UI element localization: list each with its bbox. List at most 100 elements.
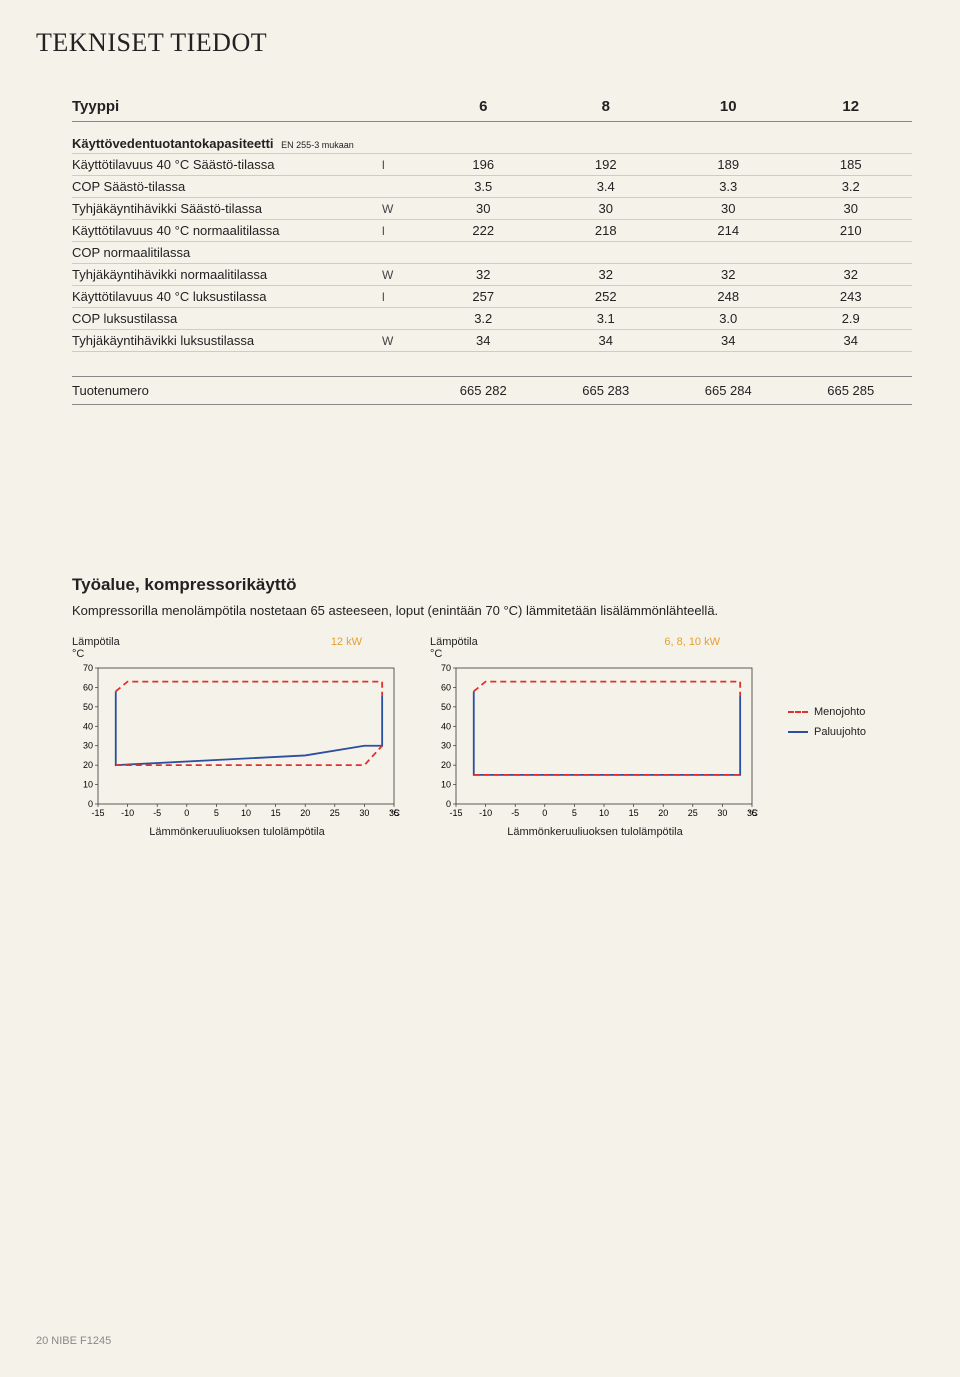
row-val: 218 — [545, 223, 668, 238]
row-label: COP Säästö-tilassa — [72, 179, 382, 194]
row-val: 243 — [790, 289, 913, 304]
section-note: EN 255-3 mukaan — [277, 140, 354, 150]
svg-text:15: 15 — [629, 808, 639, 818]
header-col: 8 — [545, 98, 668, 115]
row-val: 32 — [422, 267, 545, 282]
svg-text:25: 25 — [330, 808, 340, 818]
row-val: 3.0 — [667, 311, 790, 326]
chart-top-labels: Lämpötila°C 12 kW — [72, 636, 402, 662]
row-unit: l — [382, 290, 422, 304]
svg-text:60: 60 — [441, 682, 451, 692]
section-title: Käyttövedentuotantokapasiteetti — [72, 136, 274, 151]
row-val: 3.1 — [545, 311, 668, 326]
row-val: 252 — [545, 289, 668, 304]
table-row: COP luksustilassa3.23.13.02.9 — [72, 308, 912, 330]
legend-label: Paluujohto — [814, 726, 866, 738]
svg-text:5: 5 — [572, 808, 577, 818]
svg-text:0: 0 — [184, 808, 189, 818]
svg-text:20: 20 — [441, 760, 451, 770]
page-footer: 20 NIBE F1245 — [36, 1335, 111, 1347]
chart-svg: 010203040506070-15-10-505101520253035°C — [430, 662, 760, 822]
chart-svg: 010203040506070-15-10-505101520253035°C — [72, 662, 402, 822]
svg-text:-5: -5 — [511, 808, 519, 818]
table-row: Käyttötilavuus 40 °C normaalitilassal222… — [72, 220, 912, 242]
row-val: 30 — [422, 201, 545, 216]
svg-text:-15: -15 — [449, 808, 462, 818]
header-col: 10 — [667, 98, 790, 115]
svg-text:-15: -15 — [91, 808, 104, 818]
row-val: 3.2 — [422, 311, 545, 326]
row-val: 257 — [422, 289, 545, 304]
chart-y-label: Lämpötila°C — [430, 636, 478, 660]
svg-text:20: 20 — [658, 808, 668, 818]
svg-text:30: 30 — [359, 808, 369, 818]
row-unit: W — [382, 202, 422, 216]
svg-text:10: 10 — [241, 808, 251, 818]
svg-text:-10: -10 — [121, 808, 134, 818]
header-label: Tyyppi — [72, 98, 382, 115]
svg-text:°C: °C — [748, 808, 759, 818]
table-footer-row: Tuotenumero 665 282 665 283 665 284 665 … — [72, 376, 912, 405]
table-header: Tyyppi 6 8 10 12 — [72, 98, 912, 122]
chart-y-label: Lämpötila°C — [72, 636, 120, 660]
row-label: Tyhjäkäyntihävikki luksustilassa — [72, 333, 382, 348]
row-val: 34 — [422, 333, 545, 348]
row-unit: l — [382, 158, 422, 172]
row-unit: W — [382, 268, 422, 282]
row-val: 30 — [667, 201, 790, 216]
chart: Lämpötila°C12 kW010203040506070-15-10-50… — [72, 636, 402, 838]
row-val: 32 — [545, 267, 668, 282]
legend-label: Menojohto — [814, 706, 865, 718]
row-label: COP normaalitilassa — [72, 245, 382, 260]
row-val: 248 — [667, 289, 790, 304]
svg-text:30: 30 — [717, 808, 727, 818]
row-val: 34 — [545, 333, 668, 348]
legend-swatch — [788, 711, 808, 713]
row-val: 3.3 — [667, 179, 790, 194]
row-label: COP luksustilassa — [72, 311, 382, 326]
row-label: Käyttötilavuus 40 °C luksustilassa — [72, 289, 382, 304]
table-row: COP Säästö-tilassa3.53.43.33.2 — [72, 176, 912, 198]
svg-text:-10: -10 — [479, 808, 492, 818]
svg-text:15: 15 — [271, 808, 281, 818]
row-val: 665 284 — [667, 383, 790, 398]
header-col: 12 — [790, 98, 913, 115]
chart-title: 6, 8, 10 kW — [664, 636, 760, 660]
chart-x-label: Lämmönkeruuliuoksen tulolämpötila — [430, 822, 760, 838]
row-label: Tuotenumero — [72, 383, 382, 398]
svg-text:25: 25 — [688, 808, 698, 818]
svg-text:10: 10 — [441, 780, 451, 790]
specs-table: Tyyppi 6 8 10 12 Käyttövedentuotantokapa… — [0, 58, 960, 405]
row-val: 34 — [790, 333, 913, 348]
chart-section: Työalue, kompressorikäyttö Kompressorill… — [0, 405, 960, 838]
svg-text:50: 50 — [83, 702, 93, 712]
table-row: Tyhjäkäyntihävikki normaalitilassaW32323… — [72, 264, 912, 286]
page-title: TEKNISET TIEDOT — [0, 0, 960, 58]
header-col: 6 — [422, 98, 545, 115]
svg-text:60: 60 — [83, 682, 93, 692]
row-label: Tyhjäkäyntihävikki Säästö-tilassa — [72, 201, 382, 216]
chart-section-title: Työalue, kompressorikäyttö — [72, 575, 912, 603]
row-label: Tyhjäkäyntihävikki normaalitilassa — [72, 267, 382, 282]
legend-item: Menojohto — [788, 706, 866, 718]
svg-text:40: 40 — [83, 721, 93, 731]
svg-text:10: 10 — [599, 808, 609, 818]
row-val: 32 — [667, 267, 790, 282]
svg-text:30: 30 — [83, 741, 93, 751]
svg-text:10: 10 — [83, 780, 93, 790]
chart-section-desc: Kompressorilla menolämpötila nostetaan 6… — [72, 603, 912, 636]
svg-text:-5: -5 — [153, 808, 161, 818]
svg-text:5: 5 — [214, 808, 219, 818]
row-val: 210 — [790, 223, 913, 238]
table-row: Käyttötilavuus 40 °C Säästö-tilassal1961… — [72, 154, 912, 176]
row-val: 665 282 — [422, 383, 545, 398]
row-val: 3.4 — [545, 179, 668, 194]
row-label: Käyttötilavuus 40 °C Säästö-tilassa — [72, 157, 382, 172]
table-row: Tyhjäkäyntihävikki Säästö-tilassaW303030… — [72, 198, 912, 220]
svg-text:20: 20 — [300, 808, 310, 818]
chart-title: 12 kW — [331, 636, 402, 660]
chart: Lämpötila°C6, 8, 10 kW010203040506070-15… — [430, 636, 760, 838]
row-val: 3.5 — [422, 179, 545, 194]
table-row: COP normaalitilassa — [72, 242, 912, 264]
svg-text:°C: °C — [390, 808, 401, 818]
